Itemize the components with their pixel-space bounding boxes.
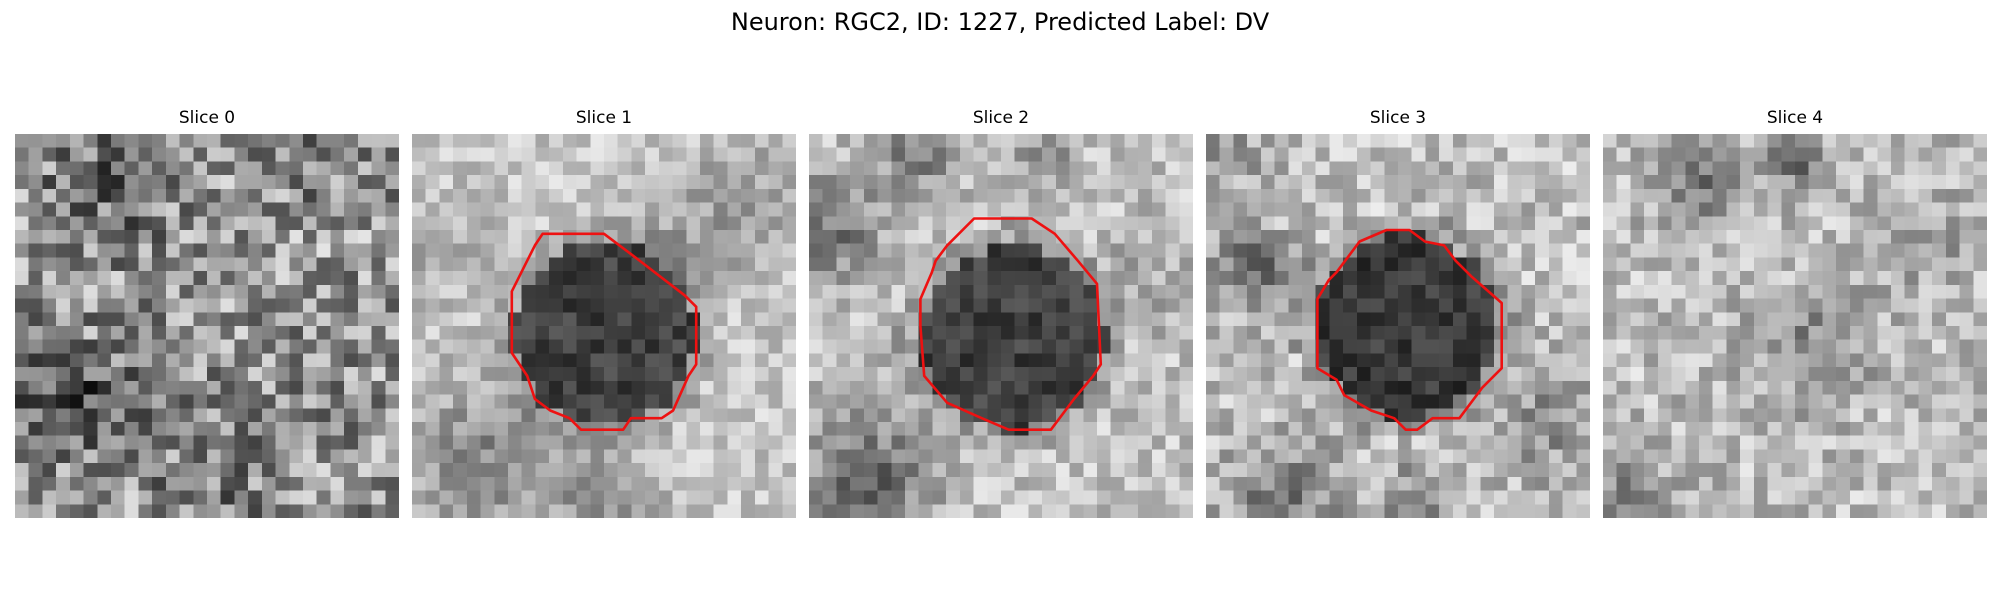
slice-image — [809, 134, 1193, 518]
slice-image-canvas — [1603, 134, 1987, 518]
cell-outline — [1316, 228, 1504, 432]
cell-outline — [510, 232, 698, 432]
slice-title: Slice 0 — [178, 108, 236, 128]
slice-panel-0: Slice 0 — [15, 107, 399, 518]
slice-image-canvas — [809, 134, 1193, 518]
slice-title: Slice 3 — [1369, 108, 1427, 128]
slice-panel-4: Slice 4 — [1603, 107, 1987, 518]
slice-image-canvas — [15, 134, 399, 518]
pixel-grid — [15, 134, 399, 518]
slice-image-canvas — [412, 134, 796, 518]
pixel-grid — [1603, 134, 1987, 518]
slice-title: Slice 2 — [972, 108, 1030, 128]
slice-panel-1: Slice 1 — [412, 107, 796, 518]
slice-title: Slice 1 — [575, 108, 633, 128]
slice-panel-2: Slice 2 — [809, 107, 1193, 518]
slice-title: Slice 4 — [1766, 108, 1824, 128]
pixel-grid — [412, 134, 796, 518]
slice-panel-3: Slice 3 — [1206, 107, 1590, 518]
pixel-grid — [1206, 134, 1590, 518]
slice-image — [1206, 134, 1590, 518]
cell-outline — [919, 217, 1103, 432]
figure-title: Neuron: RGC2, ID: 1227, Predicted Label:… — [730, 8, 1270, 36]
slice-image — [412, 134, 796, 518]
slice-image — [15, 134, 399, 518]
slice-image — [1603, 134, 1987, 518]
pixel-grid — [809, 134, 1193, 518]
slice-image-canvas — [1206, 134, 1590, 518]
